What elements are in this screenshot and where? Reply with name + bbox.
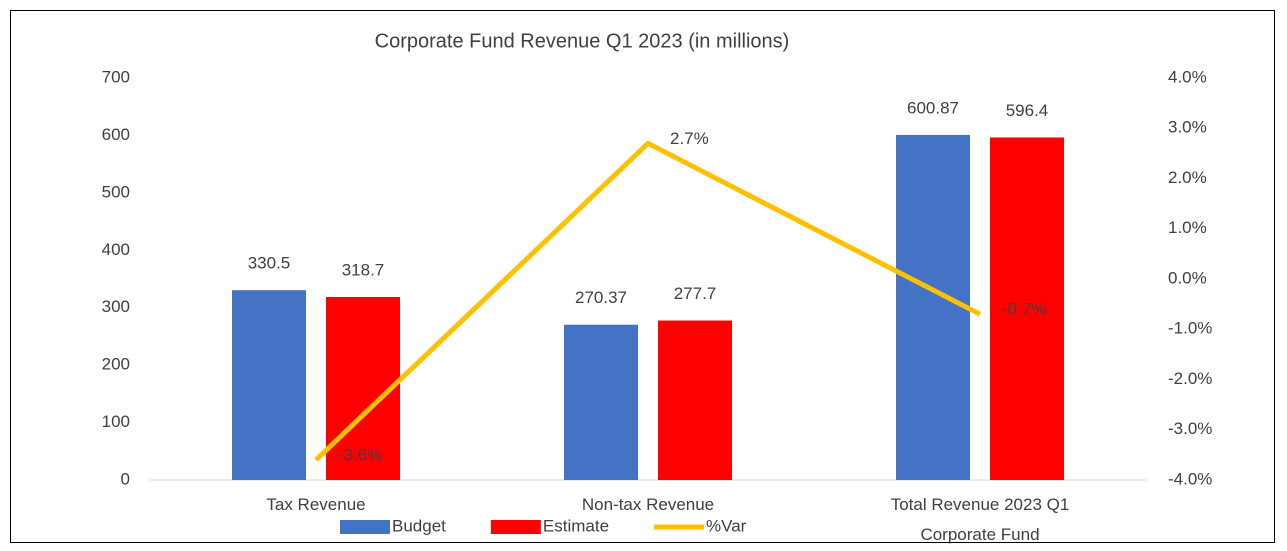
x-tick-label: Tax Revenue (266, 495, 366, 514)
data-label: 277.7 (674, 284, 717, 303)
x-tick-label: Non-tax Revenue (581, 495, 715, 514)
bar (564, 324, 638, 480)
data-label: 600.87 (907, 98, 959, 117)
data-label: 270.37 (575, 288, 627, 307)
data-label: 2.7% (670, 129, 709, 148)
data-label: 318.7 (342, 260, 385, 279)
bar (990, 137, 1064, 480)
y2-tick-label: 1.0% (1168, 218, 1207, 237)
x-tick-label: Total Revenue 2023 Q1 Corporate Fund (890, 495, 1070, 544)
legend-label: Budget (392, 516, 446, 535)
data-label: 330.5 (248, 254, 291, 273)
data-label: -3.6% (338, 445, 382, 464)
y2-tick-label: -2.0% (1168, 369, 1212, 388)
chart-title: Corporate Fund Revenue Q1 2023 (in milli… (375, 30, 790, 52)
y2-tick-label: 3.0% (1168, 118, 1207, 137)
y-tick-label: 600 (102, 125, 130, 144)
data-label: -0.7% (1002, 300, 1046, 319)
bar (232, 290, 306, 480)
line (314, 140, 982, 462)
y2-tick-label: 2.0% (1168, 168, 1207, 187)
y-tick-label: 400 (102, 240, 130, 259)
y2-tick-label: 0.0% (1168, 268, 1207, 287)
y-tick-label: 500 (102, 182, 130, 201)
legend-key (340, 520, 390, 534)
y2-tick-label: -4.0% (1168, 469, 1212, 488)
legend-key (490, 520, 541, 534)
y-tick-label: 200 (102, 355, 130, 374)
y2-tick-label: -3.0% (1168, 419, 1212, 438)
chart-border (10, 10, 1275, 543)
y2-tick-label: -1.0% (1168, 319, 1212, 338)
data-label: 596.4 (1006, 101, 1049, 120)
y-tick-label: 700 (102, 67, 130, 86)
y2-tick-label: 4.0% (1168, 67, 1207, 86)
y-tick-label: 0 (121, 469, 130, 488)
bar (896, 134, 970, 480)
legend-label: %Var (706, 516, 747, 535)
bar (658, 320, 732, 480)
y-tick-label: 100 (102, 412, 130, 431)
legend-label: Estimate (543, 516, 609, 535)
y-tick-label: 300 (102, 297, 130, 316)
